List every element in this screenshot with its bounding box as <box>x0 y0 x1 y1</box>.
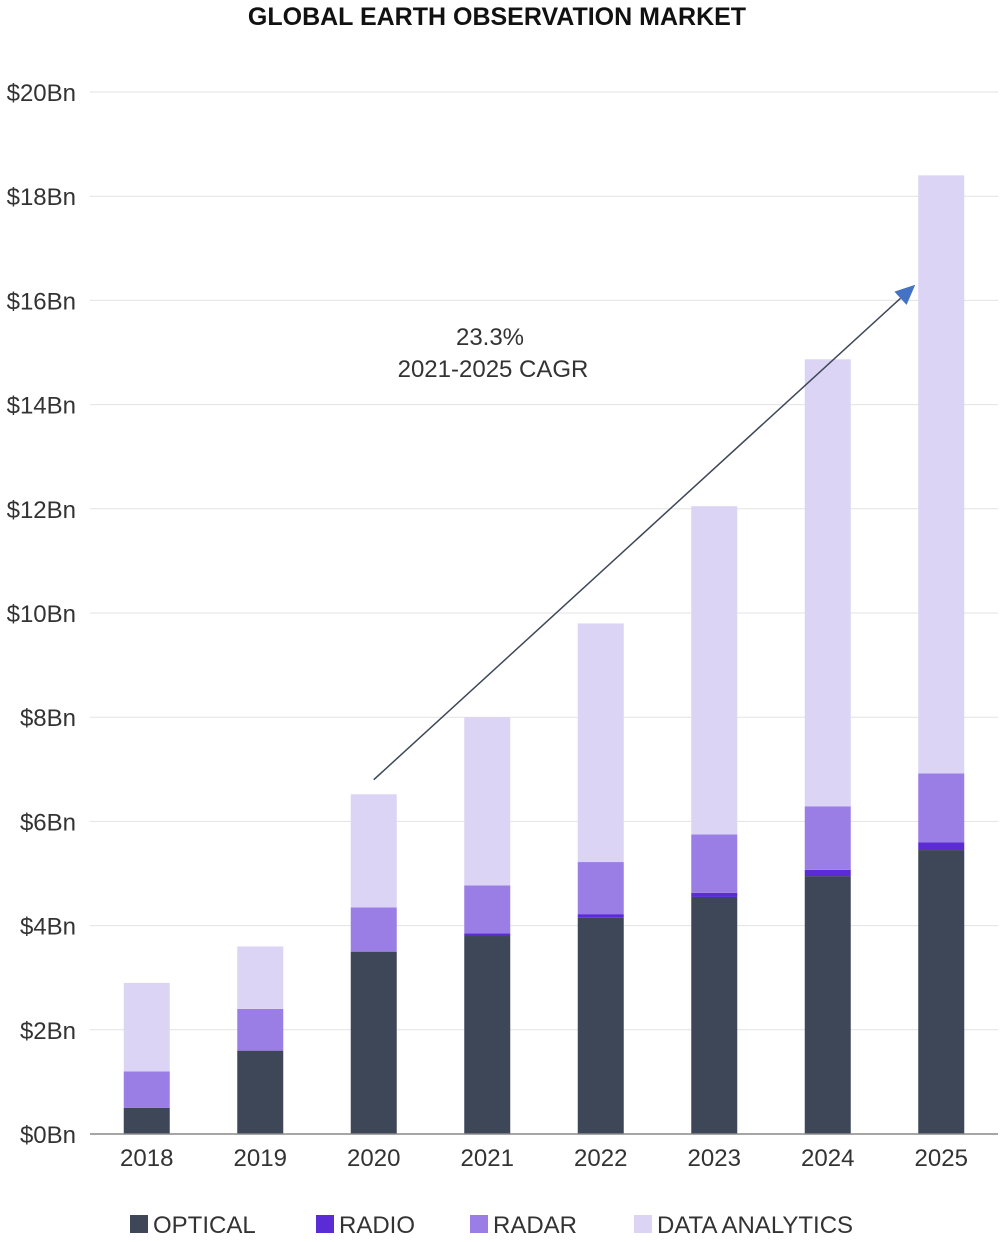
y-tick-label: $4Bn <box>20 914 76 941</box>
y-tick-label: $20Bn <box>7 80 76 107</box>
cagr-annotation: 23.3% 2021-2025 CAGR <box>373 284 916 781</box>
cagr-value: 23.3% <box>456 324 524 351</box>
y-tick-label: $2Bn <box>20 1018 76 1045</box>
bar-radio-2025 <box>918 842 965 851</box>
legend-label-radar: RADAR <box>493 1212 577 1239</box>
bar-data-analytics-2019 <box>237 946 284 1009</box>
bar-data-analytics-2018 <box>123 982 170 1072</box>
bars <box>123 175 965 1134</box>
x-tick-label: 2022 <box>574 1145 627 1172</box>
x-tick-label: 2024 <box>801 1145 854 1172</box>
cagr-arrow-line <box>373 297 901 781</box>
grid <box>90 91 998 1031</box>
bar-optical-2023 <box>691 896 738 1134</box>
y-tick-label: $12Bn <box>7 497 76 524</box>
bar-radar-2018 <box>123 1071 170 1108</box>
x-tick-label: 2025 <box>915 1145 968 1172</box>
bar-radar-2025 <box>918 773 965 843</box>
bar-radio-2022 <box>577 914 624 918</box>
bar-radio-2021 <box>464 933 511 937</box>
legend-swatch-radar <box>470 1215 488 1233</box>
bar-radar-2019 <box>237 1008 284 1051</box>
legend-label-radio: RADIO <box>339 1212 415 1239</box>
bar-radio-2024 <box>804 869 851 877</box>
y-tick-label: $18Bn <box>7 184 76 211</box>
y-axis-ticks: $0Bn $2Bn $4Bn $6Bn $8Bn $10Bn $12Bn $14Bn $16Bn… <box>7 80 76 1149</box>
legend-swatch-radio <box>316 1215 334 1233</box>
y-tick-label: $6Bn <box>20 809 76 836</box>
legend: OPTICAL RADIO RADAR DATA ANALYTICS <box>130 1212 853 1239</box>
bar-data-analytics-2022 <box>577 623 624 863</box>
x-tick-label: 2021 <box>461 1145 514 1172</box>
bar-optical-2018 <box>123 1107 170 1134</box>
y-tick-label: $8Bn <box>20 705 76 732</box>
y-tick-label: $0Bn <box>20 1122 76 1149</box>
cagr-period: 2021-2025 CAGR <box>398 356 589 383</box>
chart-title: GLOBAL EARTH OBSERVATION MARKET <box>248 3 746 31</box>
y-tick-label: $14Bn <box>7 393 76 420</box>
legend-label-data-analytics: DATA ANALYTICS <box>657 1212 853 1239</box>
legend-label-optical: OPTICAL <box>153 1212 256 1239</box>
bar-data-analytics-2021 <box>464 717 511 886</box>
bar-radar-2024 <box>804 806 851 870</box>
bar-optical-2022 <box>577 917 624 1134</box>
x-tick-label: 2018 <box>120 1145 173 1172</box>
x-tick-label: 2023 <box>688 1145 741 1172</box>
x-axis-ticks: 2018 2019 2020 2021 2022 2023 2024 2025 <box>120 1145 968 1172</box>
x-tick-label: 2019 <box>234 1145 287 1172</box>
bar-radar-2023 <box>691 834 738 893</box>
legend-swatch-optical <box>130 1215 148 1233</box>
bar-optical-2020 <box>350 951 397 1134</box>
bar-radar-2022 <box>577 862 624 915</box>
cagr-arrow-head <box>894 284 916 305</box>
bar-radar-2021 <box>464 885 511 934</box>
y-tick-label: $10Bn <box>7 601 76 628</box>
y-tick-label: $16Bn <box>7 288 76 315</box>
bar-radar-2020 <box>350 907 397 952</box>
bar-data-analytics-2020 <box>350 794 397 908</box>
bar-data-analytics-2024 <box>804 359 851 807</box>
bar-data-analytics-2025 <box>918 175 965 774</box>
bar-optical-2021 <box>464 936 511 1134</box>
bar-optical-2024 <box>804 876 851 1134</box>
bar-data-analytics-2023 <box>691 506 738 835</box>
bar-optical-2019 <box>237 1050 284 1134</box>
legend-swatch-data-analytics <box>634 1215 652 1233</box>
x-tick-label: 2020 <box>347 1145 400 1172</box>
bar-radio-2023 <box>691 892 738 897</box>
bar-optical-2025 <box>918 850 965 1134</box>
